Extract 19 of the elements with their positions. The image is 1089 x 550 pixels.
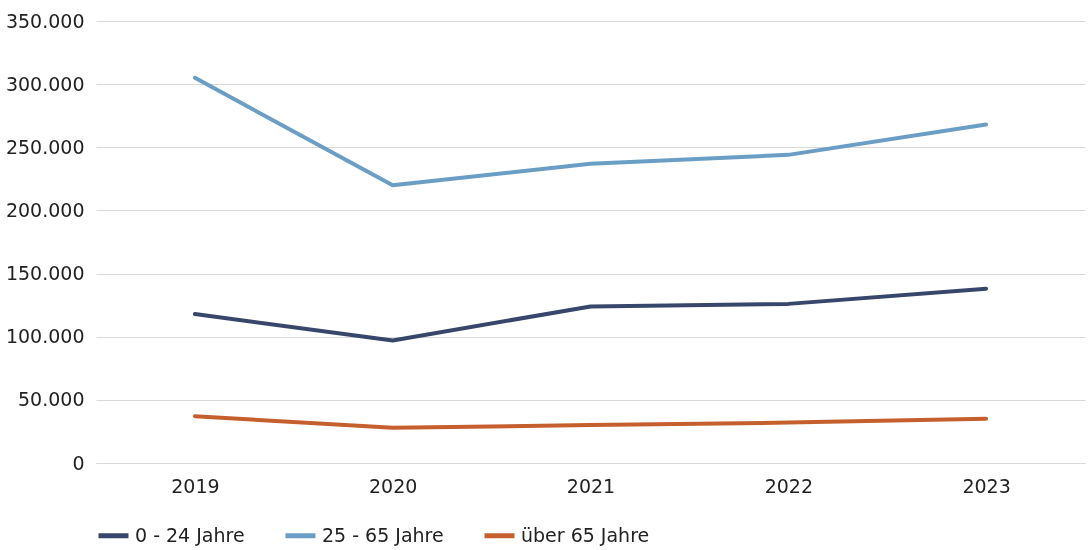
y-tick-label: 50.000: [18, 388, 85, 411]
line-series: [192, 414, 989, 430]
y-tick-label: 0: [72, 451, 85, 474]
y-tick-label: 100.000: [5, 325, 85, 348]
line-series: [192, 286, 989, 343]
y-tick-label: 250.000: [5, 135, 85, 158]
y-tick-label: 300.000: [5, 72, 85, 95]
x-tick-label: 2022: [764, 474, 813, 497]
y-tick-label: 150.000: [5, 262, 85, 285]
legend-label: über 65 Jahre: [521, 523, 650, 546]
x-tick-label: 2020: [369, 474, 418, 497]
x-tick-label: 2019: [171, 474, 220, 497]
line-series: [192, 75, 989, 188]
x-tick-label: 2021: [566, 474, 616, 497]
y-tick-label: 200.000: [5, 198, 85, 221]
y-tick-label: 350.000: [5, 9, 85, 32]
x-tick-label: 2023: [962, 474, 1011, 497]
legend-label: 0 - 24 Jahre: [135, 523, 245, 546]
legend-label: 25 - 65 Jahre: [322, 523, 444, 546]
